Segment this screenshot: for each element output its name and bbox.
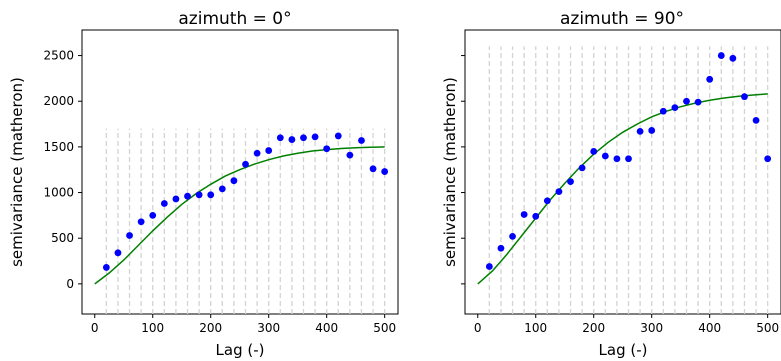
data-point — [288, 136, 296, 143]
data-point — [358, 137, 365, 144]
y-tick-label: 500 — [51, 231, 74, 245]
x-tick-label: 500 — [756, 321, 779, 335]
data-point — [717, 52, 725, 59]
x-axis-label: Lag (-) — [216, 341, 265, 359]
data-point — [300, 134, 307, 142]
data-point — [149, 211, 157, 219]
model-curve — [477, 93, 768, 285]
data-point — [636, 127, 644, 135]
x-tick-label: 0 — [474, 321, 482, 335]
data-point — [659, 107, 667, 115]
data-point — [253, 149, 261, 157]
x-tick-label: 500 — [373, 321, 396, 335]
y-tick-label: 2000 — [43, 94, 74, 108]
bin-lines — [105, 128, 386, 314]
model-line — [477, 93, 768, 285]
bin-lines — [488, 46, 769, 314]
model-line — [94, 146, 385, 285]
data-point — [114, 249, 122, 257]
data-point — [230, 177, 238, 185]
data-point — [706, 75, 714, 83]
data-point — [265, 147, 273, 154]
data-point — [207, 191, 215, 199]
data-point — [369, 165, 377, 173]
y-tick-label: 1000 — [43, 186, 74, 200]
data-points — [102, 132, 389, 271]
data-point — [543, 197, 551, 205]
x-tick-label: 400 — [315, 321, 338, 335]
data-point — [671, 104, 679, 112]
data-point — [764, 155, 772, 163]
data-point — [497, 244, 505, 252]
data-point — [752, 117, 760, 124]
data-point — [184, 192, 191, 200]
data-point — [346, 151, 354, 159]
data-point — [311, 133, 319, 141]
data-point — [137, 218, 145, 226]
data-point — [555, 188, 563, 196]
x-tick-label: 200 — [582, 321, 605, 335]
data-point — [509, 232, 516, 240]
data-point — [532, 212, 540, 220]
data-point — [242, 160, 249, 168]
plot-frame — [81, 29, 399, 315]
x-axis-ticks: 0 100 200 300 400 500 — [474, 314, 779, 335]
data-point — [323, 145, 331, 153]
data-point — [102, 264, 110, 271]
data-point — [694, 98, 702, 106]
x-tick-label: 400 — [698, 321, 721, 335]
x-axis-label: Lag (-) — [599, 341, 648, 359]
x-tick-label: 300 — [640, 321, 663, 335]
y-axis-label: semivariance (matheron) — [441, 77, 459, 267]
y-axis-ticks: 0 500 1000 1500 2000 2500 — [43, 49, 82, 291]
data-point — [276, 134, 284, 142]
data-point — [126, 232, 133, 239]
data-point — [741, 93, 748, 101]
y-axis-label: semivariance (matheron) — [8, 77, 26, 267]
x-tick-label: 100 — [141, 321, 164, 335]
x-tick-label: 200 — [199, 321, 222, 335]
plot-frame — [464, 29, 781, 315]
data-point — [613, 155, 621, 163]
data-point — [485, 263, 493, 270]
subplot-azimuth-90: azimuth = 90° 0 100 200 300 400 500 Lag (-) s… — [441, 9, 781, 359]
chart-title: azimuth = 90° — [560, 9, 684, 29]
x-tick-label: 0 — [91, 321, 99, 335]
data-point — [578, 164, 586, 172]
y-axis-ticks — [461, 55, 465, 285]
data-point — [334, 132, 342, 140]
x-tick-label: 300 — [257, 321, 280, 335]
x-tick-label: 100 — [524, 321, 547, 335]
data-point — [172, 195, 180, 203]
data-point — [520, 211, 528, 218]
data-point — [195, 191, 203, 199]
data-point — [683, 97, 690, 105]
data-point — [567, 178, 574, 185]
data-point — [648, 127, 656, 134]
y-tick-label: 1500 — [43, 140, 74, 154]
data-points — [485, 52, 772, 270]
data-point — [729, 54, 737, 62]
model-curve — [94, 146, 385, 285]
data-point — [590, 148, 598, 155]
data-point — [381, 168, 389, 175]
x-axis-ticks: 0 100 200 300 400 500 — [91, 314, 396, 335]
y-tick-label: 0 — [66, 277, 74, 291]
chart-title: azimuth = 0° — [178, 9, 291, 29]
data-point — [601, 152, 609, 160]
y-tick-label: 2500 — [43, 49, 74, 63]
subplot-azimuth-0: azimuth = 0° 0 100 200 300 400 500 0 500 1000 15… — [8, 9, 399, 359]
data-point — [160, 200, 168, 207]
data-point — [218, 185, 226, 193]
data-point — [625, 155, 632, 163]
